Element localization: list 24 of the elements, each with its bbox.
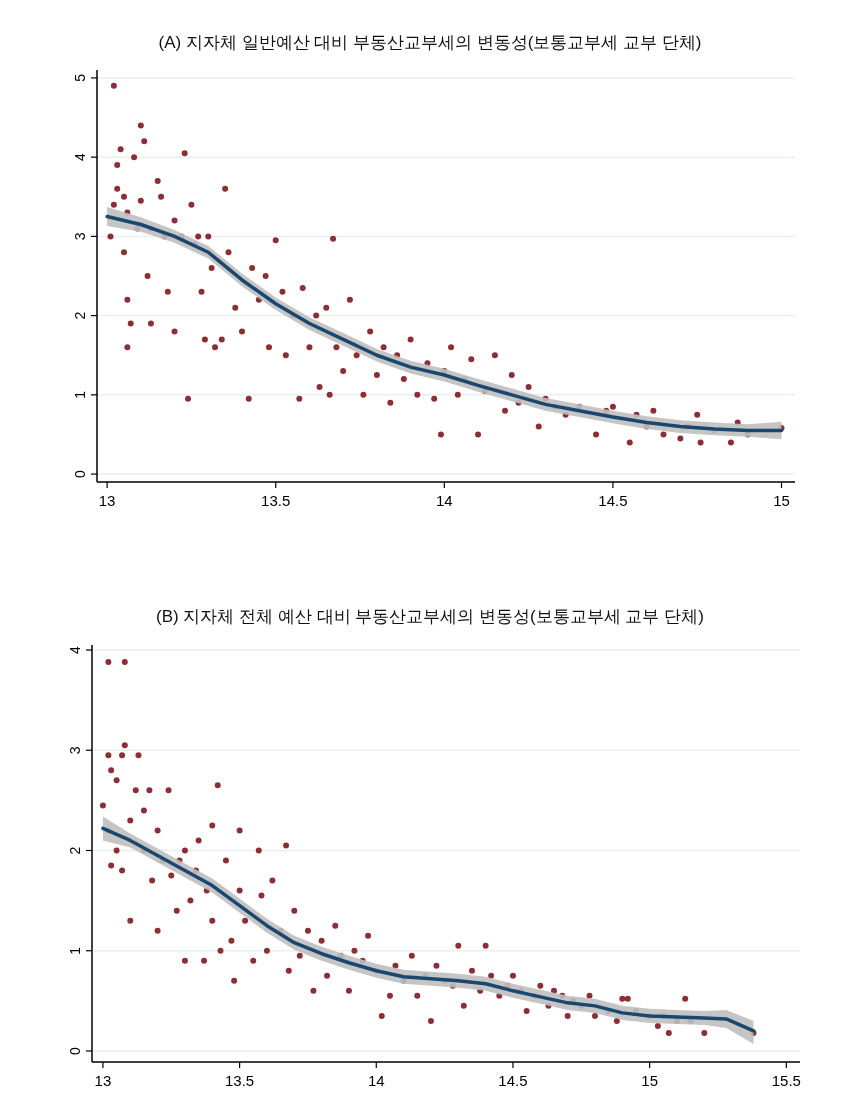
y-tick-label: 1 [72,390,88,399]
x-tick-label: 13.5 [225,1072,255,1089]
y-tick-label: 3 [67,746,83,755]
y-tick-label: 4 [72,153,88,162]
y-tick-label: 1 [67,946,83,955]
x-tick-label: 13 [98,492,116,509]
x-tick-label: 14.5 [498,1072,528,1089]
x-tick-label: 13 [94,1072,112,1089]
x-tick-label: 15.5 [771,1072,801,1089]
x-tick-label: 14.5 [598,492,628,509]
y-tick-label: 5 [72,73,88,82]
y-tick-label: 2 [67,846,83,855]
chart-title: (B) 지자체 전체 예산 대비 부동산교부세의 변동성(보통교부세 교부 단체) [156,607,704,626]
y-tick-label: 2 [72,311,88,320]
y-tick-label: 0 [67,1046,83,1055]
y-tick-label: 3 [72,232,88,241]
x-tick-label: 15 [773,492,790,509]
y-tick-label: 0 [72,469,88,478]
x-tick-label: 14 [435,492,453,509]
x-tick-label: 13.5 [261,492,291,509]
x-tick-label: 14 [367,1072,385,1089]
x-tick-label: 15 [641,1072,658,1089]
y-tick-label: 4 [67,645,83,654]
chart-title: (A) 지자체 일반예산 대비 부동산교부세의 변동성(보통교부세 교부 단체) [158,33,702,52]
